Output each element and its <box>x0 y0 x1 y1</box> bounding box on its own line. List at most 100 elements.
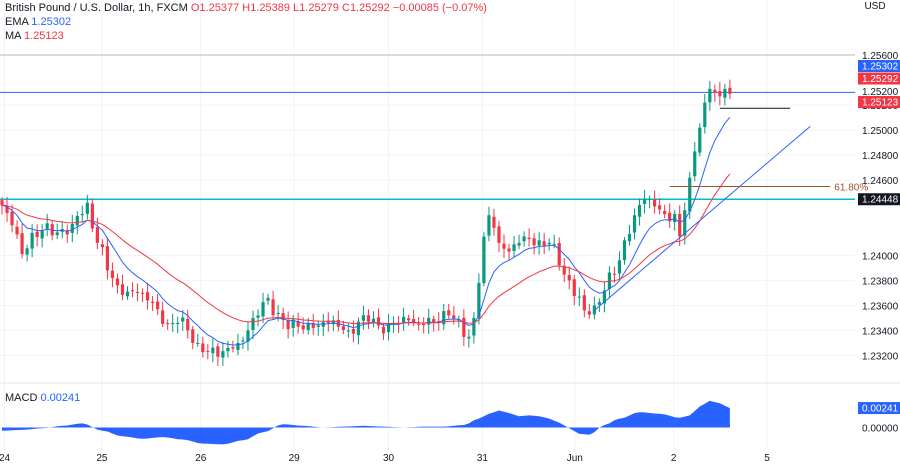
ohlc-close-label: C <box>341 2 350 14</box>
price-tick-label: 1.25000 <box>862 126 899 137</box>
candle-body <box>703 102 707 128</box>
candle-body <box>75 215 79 226</box>
candle-up <box>703 94 707 134</box>
candle-body <box>110 270 115 279</box>
candle-body <box>653 199 657 207</box>
candle-body <box>25 248 29 255</box>
candle-body <box>135 291 140 293</box>
candle-up <box>427 308 431 334</box>
candle-body <box>186 318 190 331</box>
candle-body <box>713 89 717 93</box>
candle-up <box>85 194 89 220</box>
candle-body <box>191 329 195 343</box>
candle-up <box>708 80 712 111</box>
candle-body <box>286 320 290 330</box>
candle-up <box>45 213 49 237</box>
time-tick-label: 31 <box>477 453 489 464</box>
candle-body <box>226 347 230 352</box>
candle-down <box>713 84 717 102</box>
candle-body <box>5 206 9 214</box>
candle-down <box>90 198 94 233</box>
candle-body <box>181 317 185 322</box>
candle-down <box>206 344 210 360</box>
ema-value: 1.25302 <box>31 16 72 28</box>
time-tick-label: 5 <box>764 453 770 464</box>
fib-level-label: 61.80% <box>834 182 868 193</box>
uptrend-line <box>594 126 811 311</box>
candle-up <box>592 296 596 320</box>
candle-body <box>341 326 345 330</box>
candle-down <box>296 312 300 334</box>
candle-up <box>602 281 606 313</box>
candle-down <box>15 220 19 240</box>
price-tag-text: 1.25123 <box>862 98 899 109</box>
candle-body <box>296 321 300 327</box>
candle-body <box>321 322 325 327</box>
macd-legend: MACD 0.00241 <box>5 392 80 405</box>
candle-body <box>145 292 150 301</box>
candle-body <box>517 242 521 246</box>
candle-body <box>557 243 561 266</box>
currency-label: USD <box>864 1 885 12</box>
candle-down <box>718 81 722 106</box>
candle-down <box>502 234 506 258</box>
macd-tag-text: 0.00241 <box>862 404 899 415</box>
candle-body <box>221 351 225 358</box>
candle-body <box>708 88 712 103</box>
price-tick-label: 1.23600 <box>862 301 899 312</box>
candle-body <box>668 212 672 222</box>
ema-legend: EMA 1.25302 <box>5 16 71 29</box>
candle-body <box>151 301 155 304</box>
candle-body <box>40 230 44 239</box>
candle-body <box>120 284 125 295</box>
time-tick-label: Jun <box>567 453 583 464</box>
time-axis[interactable]: 24 25 26 29 30 31 Jun 2 5 <box>0 453 770 464</box>
candle-body <box>30 232 34 249</box>
candle-body <box>246 330 250 342</box>
candle-body <box>467 336 471 339</box>
candle-down <box>452 306 456 325</box>
candle-up <box>517 234 521 250</box>
candle-down <box>65 224 69 243</box>
candle-down <box>562 258 566 283</box>
candle-body <box>417 323 421 325</box>
candle-up <box>683 202 687 245</box>
candle-body <box>572 279 576 296</box>
candle-body <box>85 202 89 214</box>
candle-body <box>487 215 491 236</box>
candle-up <box>512 236 516 258</box>
candle-body <box>427 317 431 325</box>
candle-body <box>376 317 381 326</box>
candle-up <box>261 292 265 324</box>
candle-up <box>386 313 391 341</box>
candle-body <box>266 297 270 301</box>
candle-up <box>647 195 652 209</box>
candle-up <box>226 340 230 358</box>
price-axis[interactable]: USD 1.25600 1.25200 1.25000 1.24800 1.24600 1.… <box>862 1 899 434</box>
candle-up <box>597 298 601 312</box>
candle-down <box>417 316 421 331</box>
ohlc-low: 1.25279 <box>299 2 339 14</box>
candle-up <box>356 317 361 345</box>
candle-down <box>507 243 511 260</box>
candle-body <box>718 91 722 97</box>
candle-down <box>105 237 110 280</box>
price-tag-box <box>858 96 900 108</box>
candle-body <box>201 343 205 353</box>
candle-body <box>442 311 446 325</box>
candle-up <box>346 322 350 338</box>
candle-body <box>632 215 637 233</box>
candle-down <box>587 303 591 319</box>
candle-down <box>612 266 617 283</box>
candle-body <box>346 330 350 332</box>
ma-label: MA <box>5 30 21 42</box>
time-tick-label: 25 <box>96 453 108 464</box>
candle-body <box>597 302 601 305</box>
candle-up <box>321 314 325 337</box>
macd-area <box>2 400 730 445</box>
candle-body <box>693 151 697 177</box>
candle-body <box>637 205 642 217</box>
candle-body <box>452 315 456 319</box>
candle-body <box>447 310 451 316</box>
